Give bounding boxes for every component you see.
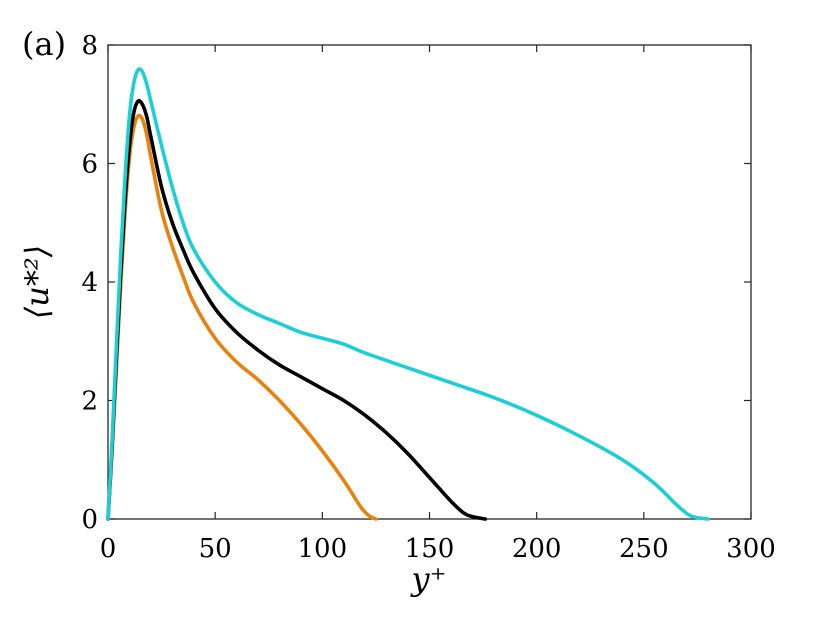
panel-label: (a) (22, 25, 66, 63)
x-tick-label: 0 (100, 534, 117, 564)
plot-frame (107, 44, 752, 520)
x-tick-label: 250 (619, 534, 669, 564)
y-tick-label: 8 (81, 31, 98, 61)
series-line-1 (106, 113, 378, 521)
x-tick-labels: 0 50 100 150 200 250 300 (100, 534, 776, 564)
y-axis-title: ⟨u*²⟩ (18, 245, 56, 319)
x-tick-label: 50 (199, 534, 232, 564)
x-tick-label: 100 (298, 534, 348, 564)
x-axis-title: y⁺ (410, 560, 447, 598)
series-lines (106, 67, 710, 521)
x-tick-label: 200 (512, 534, 562, 564)
x-tick-label: 150 (405, 534, 455, 564)
x-tick-label: 300 (726, 534, 776, 564)
y-tick-label: 2 (81, 387, 98, 417)
series-line-3 (106, 67, 710, 521)
y-tick-labels: 0 2 4 6 8 (81, 31, 98, 535)
tick-marks (107, 44, 752, 520)
y-tick-label: 0 (81, 505, 98, 535)
y-tick-label: 4 (81, 268, 98, 298)
y-tick-label: 6 (81, 150, 98, 180)
